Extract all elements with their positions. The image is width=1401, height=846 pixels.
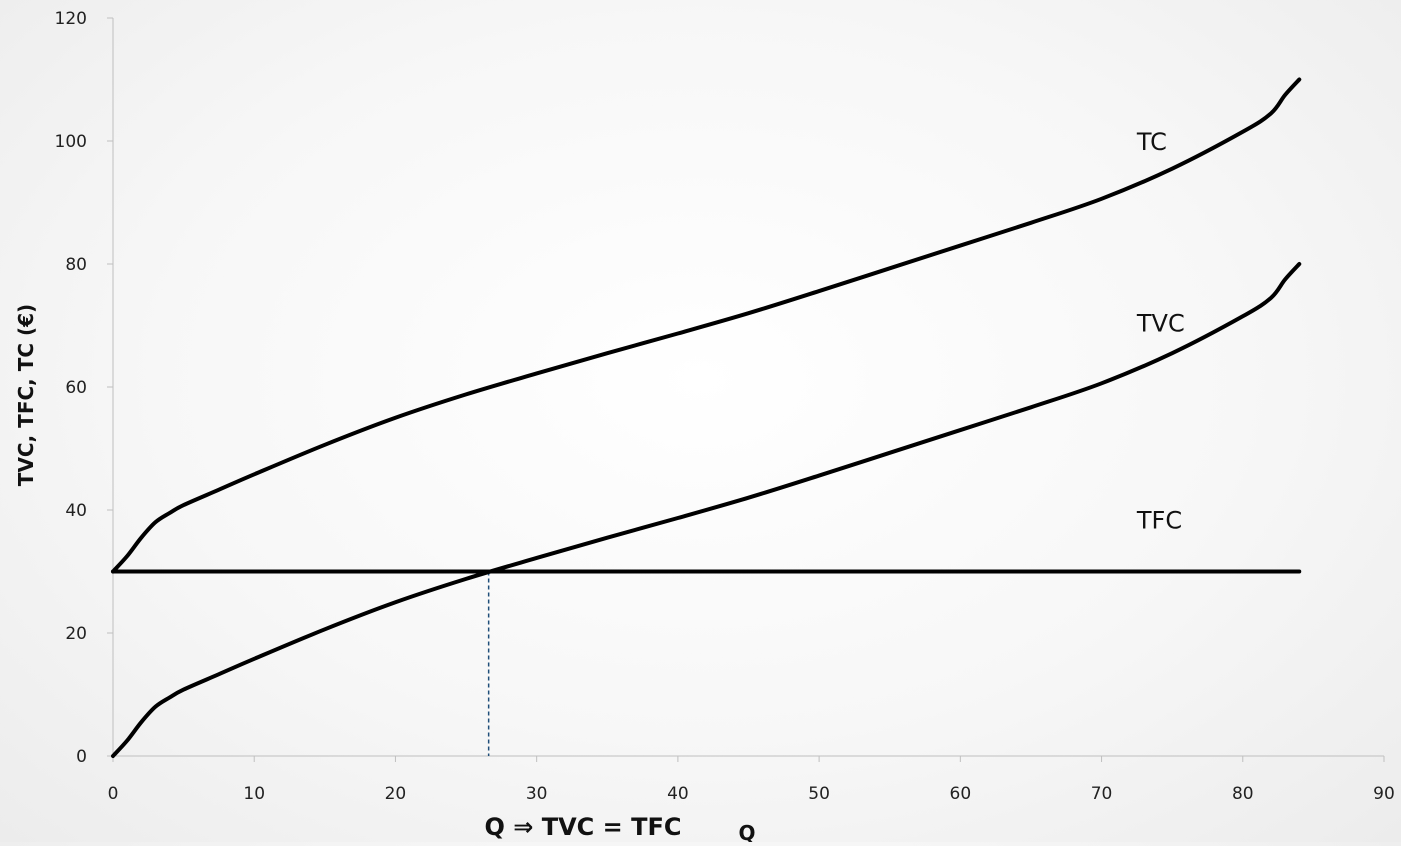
axes: 0 10 20 30 40 50 60 70 80 90 0 20 40 60 80 100 120 TVC, T… bbox=[14, 9, 1395, 845]
x-tick-label: 30 bbox=[526, 784, 548, 804]
x-axis-title: Q bbox=[738, 821, 755, 842]
x-tick-label: 70 bbox=[1091, 784, 1113, 804]
y-tick-label: 0 bbox=[76, 747, 87, 767]
y-axis-title: TVC, TFC, TC (€) bbox=[14, 304, 38, 486]
x-tick-label: 50 bbox=[808, 784, 830, 804]
x-tick-label: 20 bbox=[385, 784, 407, 804]
y-tick-label: 120 bbox=[55, 9, 87, 29]
y-tick-label: 40 bbox=[65, 501, 87, 521]
y-tick-label: 60 bbox=[65, 378, 87, 398]
y-tick-label: 100 bbox=[55, 132, 87, 152]
intersection-annotation: Q ⇒ TVC = TFC bbox=[485, 813, 682, 841]
series-group bbox=[111, 77, 1302, 758]
x-tick-label: 60 bbox=[950, 784, 972, 804]
labels-group: Q ⇒ TVC = TFC TC TVC TFC bbox=[485, 128, 1185, 841]
x-tick-label: 80 bbox=[1232, 784, 1254, 804]
y-tick-label: 80 bbox=[65, 255, 87, 275]
y-tick-label: 20 bbox=[65, 624, 87, 644]
series-label-tc: TC bbox=[1136, 128, 1167, 156]
series-line-tvc bbox=[111, 262, 1302, 758]
series-line-tc bbox=[111, 77, 1302, 574]
series-label-tfc: TFC bbox=[1136, 506, 1182, 534]
x-tick-label: 0 bbox=[108, 784, 119, 804]
x-tick-label: 40 bbox=[667, 784, 689, 804]
x-tick-label: 90 bbox=[1373, 784, 1395, 804]
series-label-tvc: TVC bbox=[1136, 310, 1185, 338]
x-tick-label: 10 bbox=[243, 784, 265, 804]
